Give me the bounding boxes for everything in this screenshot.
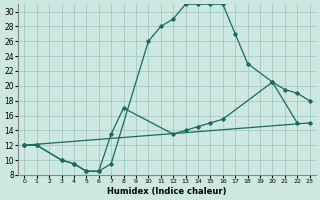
X-axis label: Humidex (Indice chaleur): Humidex (Indice chaleur): [107, 187, 227, 196]
